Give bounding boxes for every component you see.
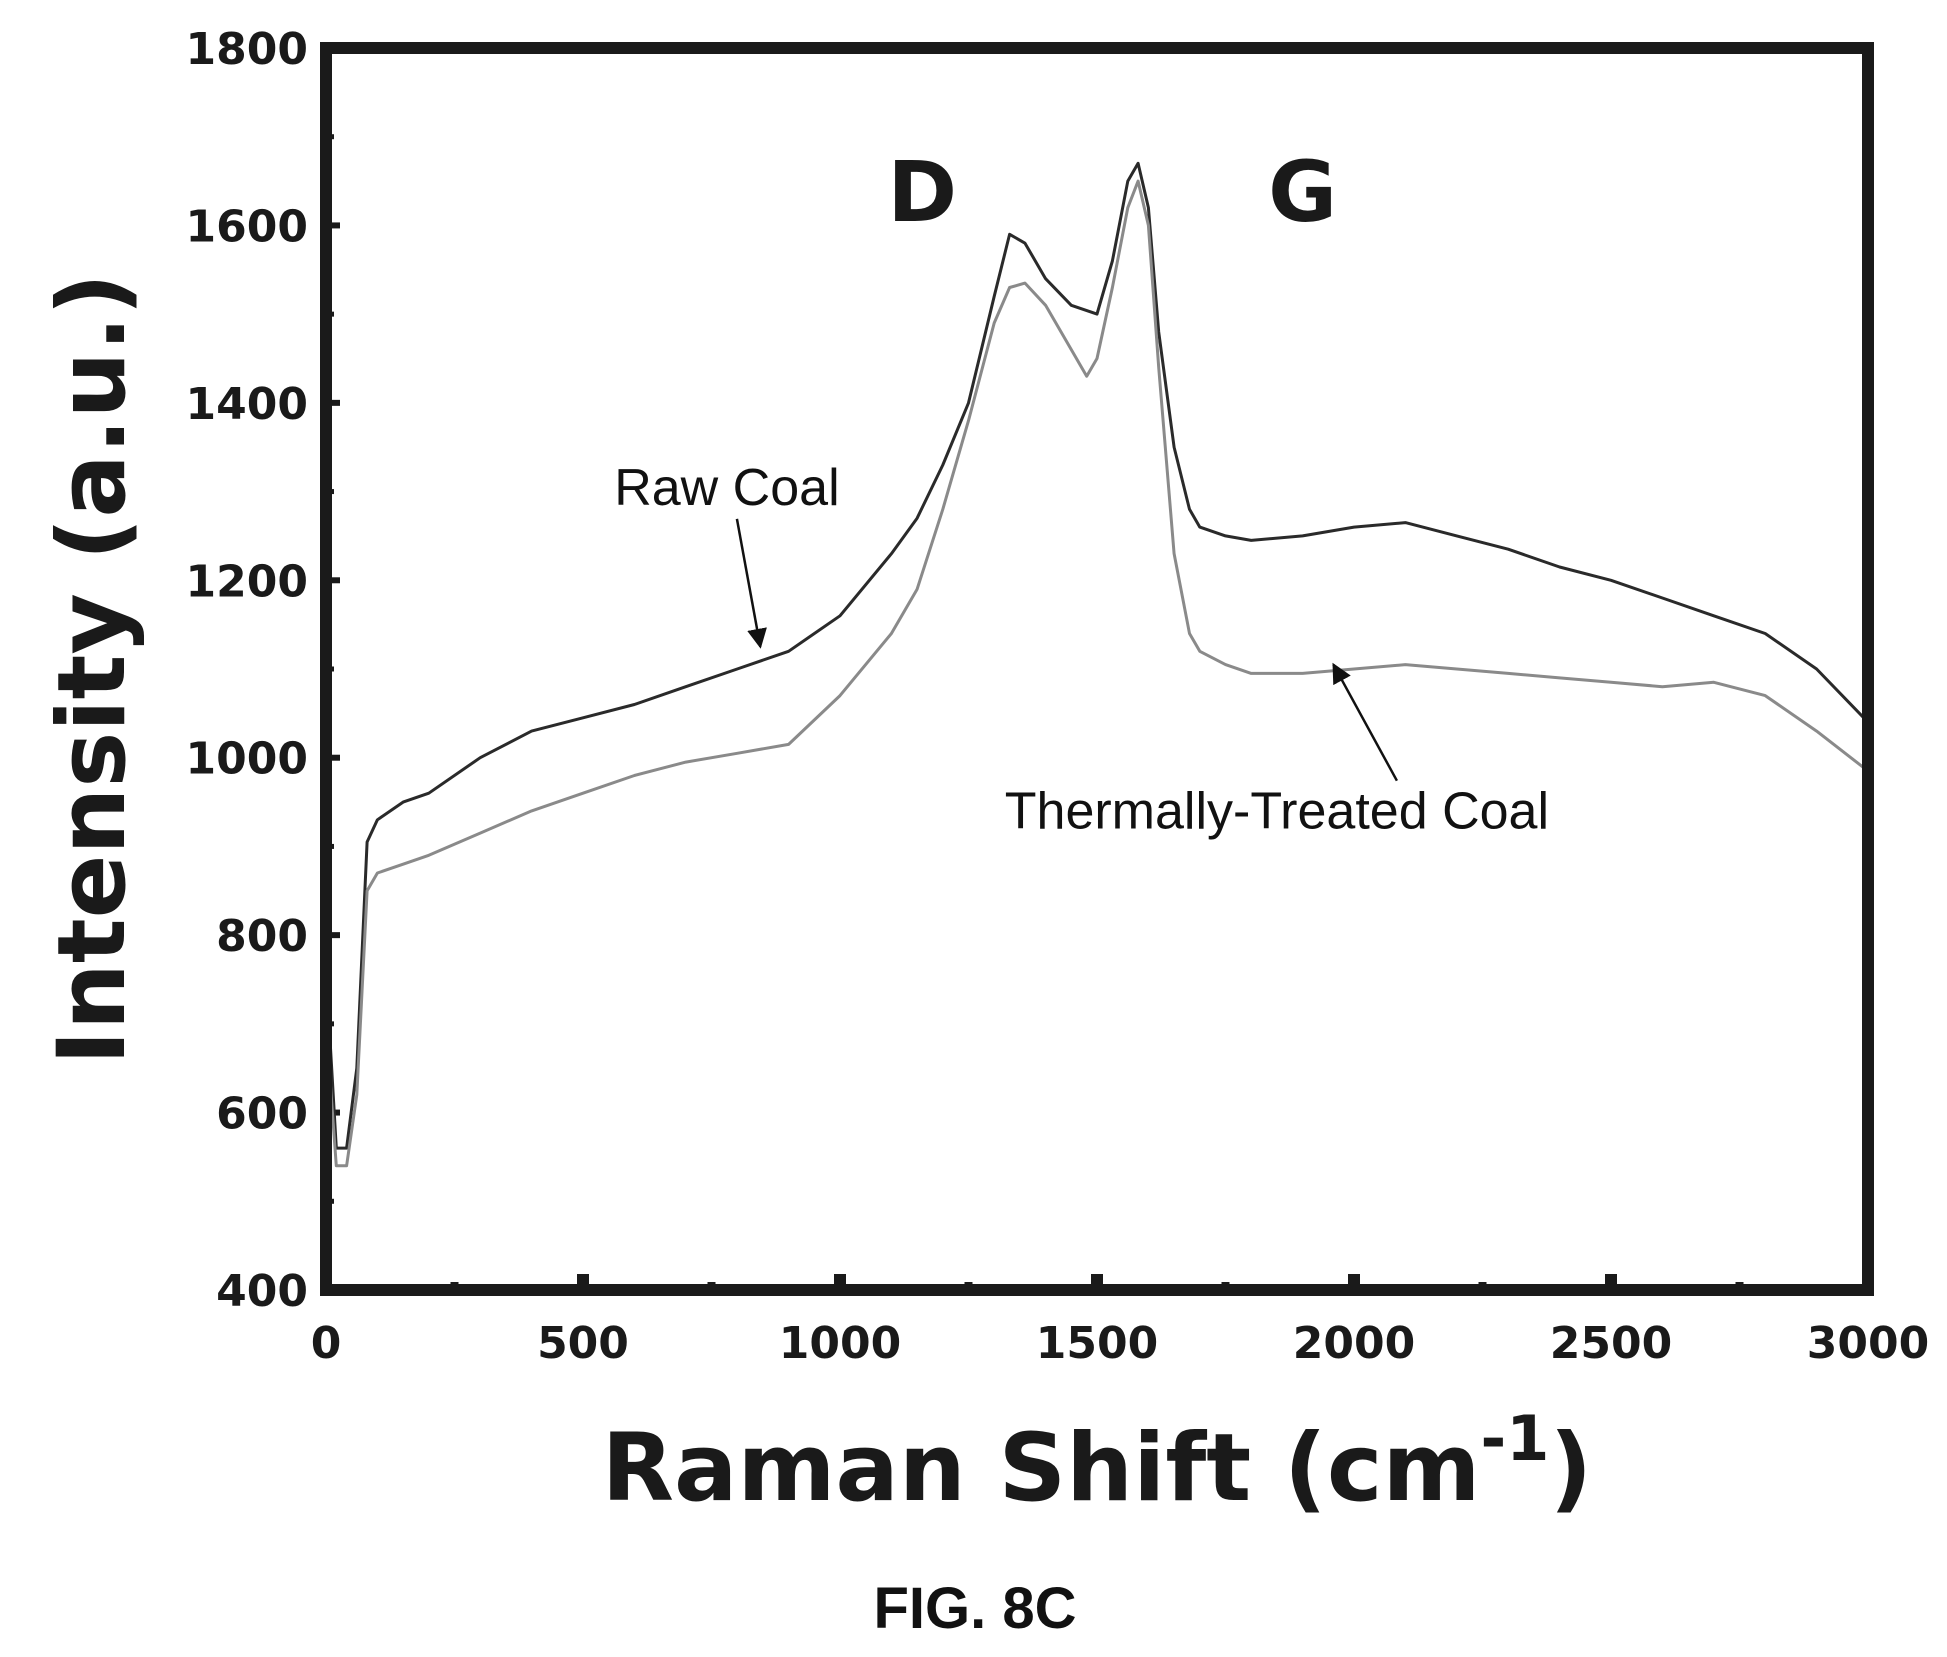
x-tick-label: 2500 [1550,1318,1672,1369]
y-tick-label: 1800 [186,24,308,75]
x-tick-label: 500 [537,1318,629,1369]
x-axis-title-superscript: -1 [1481,1402,1550,1475]
series-layer [324,161,1870,1168]
label-thermally-treated-coal-arrow [1332,662,1398,782]
peak-label-d: D [887,143,957,241]
figure-caption: FIG. 8C [873,1576,1076,1641]
x-tick-label: 1000 [779,1318,901,1369]
y-tick-label: 1000 [186,734,308,785]
label-raw-coal: Raw Coal [614,459,839,517]
y-tick-label: 400 [216,1266,308,1317]
y-tick-label: 600 [216,1089,308,1140]
x-axis-title-main: Raman Shift (cm [602,1414,1481,1523]
tick-labels: 0 500 1000 1500 2000 2500 3000 400 600 800 1000 120… [186,24,1930,1369]
annotations: D G Raw Coal Thermally-Treated Coal [614,143,1549,841]
x-tick-label: 2000 [1293,1318,1415,1369]
plot-frame [320,42,1874,1296]
x-tick-label: 1500 [1036,1318,1158,1369]
y-tick-label: 800 [216,911,308,962]
label-thermally-treated-coal: Thermally-Treated Coal [1005,783,1549,841]
peak-label-g: G [1268,143,1337,241]
series-raw-coal [324,161,1870,1150]
y-tick-label: 1400 [186,379,308,430]
y-axis-title: Intensity (a.u.) [38,273,147,1065]
x-axis-title: Raman Shift (cm-1) [602,1402,1593,1523]
series-thermally-treated-coal [324,179,1869,1168]
axis-ticks [320,45,1874,1293]
y-tick-label: 1200 [186,556,308,607]
x-axis-title-close: ) [1549,1414,1592,1523]
label-raw-coal-arrow [735,518,767,649]
x-tick-label: 0 [311,1318,342,1369]
x-tick-label: 3000 [1807,1318,1929,1369]
y-tick-label: 1600 [186,201,308,252]
